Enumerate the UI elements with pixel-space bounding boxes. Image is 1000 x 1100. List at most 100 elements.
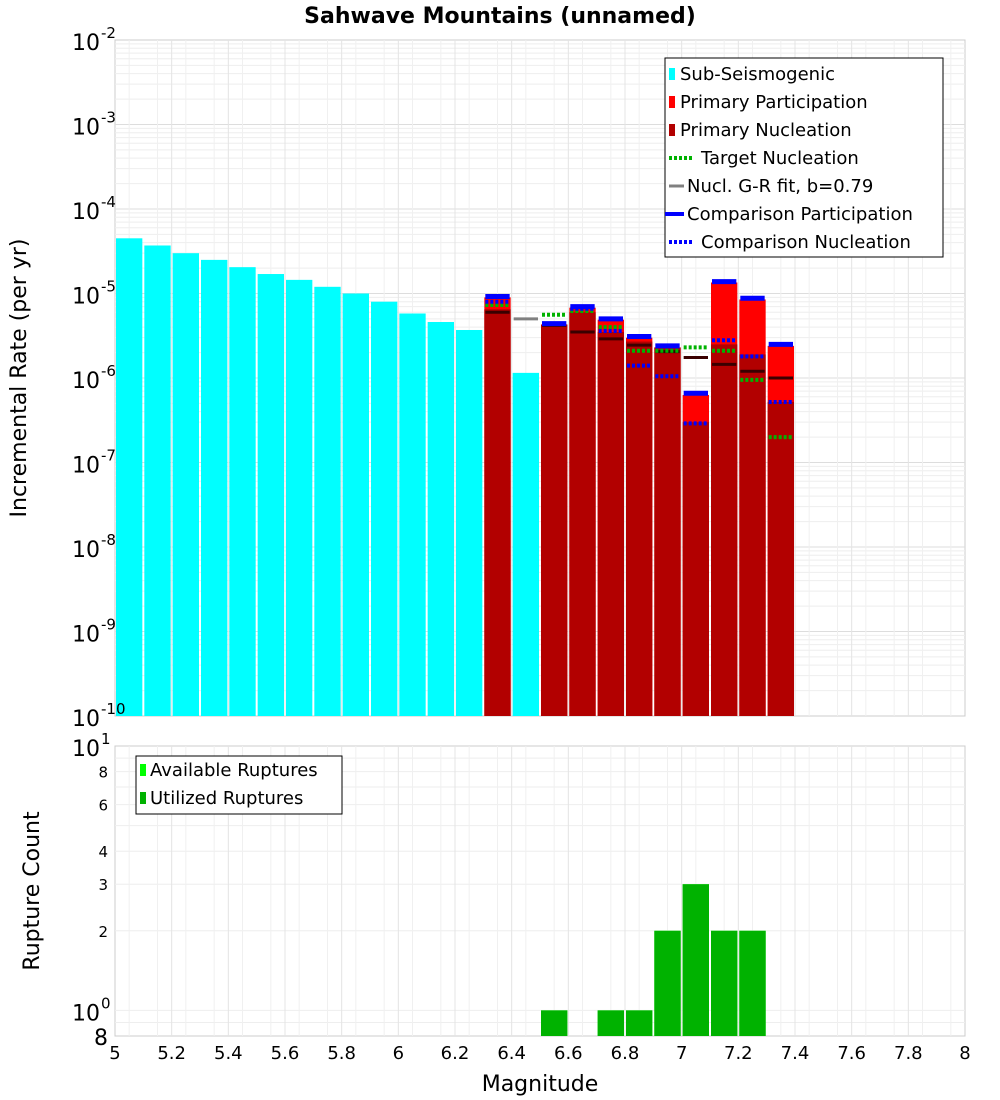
bar-utilized-ruptures (541, 1010, 568, 1036)
y-tick-label: 10 (72, 116, 100, 141)
bar-primary-nucleation (711, 344, 738, 716)
legend-swatch (140, 764, 146, 776)
y-tick-label: 10 (72, 369, 100, 394)
bar-utilized-ruptures (739, 930, 766, 1036)
y-tick-label: 2 (98, 923, 108, 941)
bar-sub-seismogenic (427, 321, 454, 716)
top-y-axis-label: Incremental Rate (per yr) (7, 239, 32, 518)
legend-box (664, 57, 944, 258)
legend-label: Available Ruptures (150, 760, 318, 781)
legend-label: Target Nucleation (700, 148, 859, 169)
bar-sub-seismogenic (512, 372, 539, 716)
bar-sub-seismogenic (314, 286, 341, 716)
y-tick-label: 10 (72, 285, 100, 310)
bar-primary-nucleation (682, 422, 709, 716)
bottom-y-axis-label: Rupture Count (20, 811, 45, 971)
y-tick-exponent: 1 (101, 730, 111, 748)
y-tick-exponent: -2 (101, 24, 116, 42)
bar-sub-seismogenic (201, 259, 228, 716)
bar-sub-seismogenic (229, 267, 256, 716)
legend-label: Nucl. G-R fit, b=0.79 (687, 176, 873, 197)
chart-title: Sahwave Mountains (unnamed) (304, 4, 696, 29)
bar-primary-nucleation (626, 341, 653, 716)
bar-sub-seismogenic (456, 329, 483, 716)
bottom-legend: Available Ruptures Utilized Ruptures (135, 755, 343, 815)
x-tick-label: 6.6 (554, 1043, 583, 1064)
y-tick-exponent: -4 (101, 193, 116, 211)
bottom-bars (541, 884, 766, 1036)
y-tick-label: 10 (72, 623, 100, 648)
y-tick-exponent: 0 (101, 994, 111, 1012)
top-markers (485, 279, 793, 440)
legend-label: Primary Participation (680, 92, 868, 113)
bar-utilized-ruptures (626, 1010, 653, 1036)
bar-sub-seismogenic (116, 238, 143, 717)
legend-label: Utilized Ruptures (150, 788, 303, 809)
legend-label: Comparison Participation (687, 204, 913, 225)
x-tick-label: 6 (393, 1043, 404, 1064)
x-tick-label: 5.4 (214, 1043, 243, 1064)
x-tick-label: 7.8 (894, 1043, 923, 1064)
bar-utilized-ruptures (682, 884, 709, 1036)
x-tick-label: 6.2 (441, 1043, 470, 1064)
legend-swatch (669, 68, 675, 80)
x-tick-label: 7.6 (837, 1043, 866, 1064)
x-tick-label: 6.4 (497, 1043, 526, 1064)
legend-box (135, 755, 343, 815)
bar-primary-nucleation (597, 332, 624, 716)
y-tick-exponent: -9 (101, 616, 116, 634)
x-tick-label: 7.2 (724, 1043, 753, 1064)
x-tick-label: 7 (676, 1043, 687, 1064)
bar-primary-nucleation (767, 401, 794, 716)
x-tick-label: 6.8 (611, 1043, 640, 1064)
x-tick-label: 5.8 (327, 1043, 356, 1064)
y-tick-label: 8 (98, 764, 108, 782)
legend-swatch (669, 124, 675, 136)
y-tick-label: 10 (72, 707, 100, 732)
y-tick-exponent: -6 (101, 362, 116, 380)
y-tick-exponent: -3 (101, 109, 116, 127)
x-axis-label: Magnitude (482, 1072, 599, 1097)
y-tick-label: 10 (72, 31, 100, 56)
bar-sub-seismogenic (371, 301, 398, 716)
y-tick-label: 6 (98, 797, 108, 815)
x-tick-labels: 5 5.2 5.4 5.6 5.8 6 6.2 6.4 6.6 6.8 7 7.2 7.4 7.6 7.8 8 (109, 1043, 970, 1064)
bar-utilized-ruptures (654, 930, 681, 1036)
bar-sub-seismogenic (257, 274, 284, 716)
legend-swatch (140, 792, 146, 804)
y-tick-exponent: -5 (101, 278, 116, 296)
y-tick-label: 10 (72, 200, 100, 225)
bar-sub-seismogenic (172, 253, 199, 716)
bar-sub-seismogenic (286, 279, 313, 716)
bar-primary-nucleation (541, 324, 568, 716)
legend-label: Primary Nucleation (680, 120, 852, 141)
y-tick-label: 10 (72, 1001, 100, 1026)
y-tick-exponent: -7 (101, 447, 116, 465)
top-legend: Sub-Seismogenic Primary Participation Prim… (664, 57, 944, 258)
bar-primary-nucleation (569, 312, 596, 716)
y-tick-label: 4 (98, 843, 108, 861)
x-tick-label: 5.6 (271, 1043, 300, 1064)
bar-utilized-ruptures (597, 1010, 624, 1036)
bar-primary-nucleation (484, 309, 511, 716)
x-tick-label: 5 (109, 1043, 120, 1064)
top-bars (116, 238, 794, 717)
y-tick-label: 10 (72, 454, 100, 479)
y-tick-label: 8 (94, 1026, 108, 1051)
y-tick-exponent: -10 (101, 700, 126, 718)
x-tick-label: 7.4 (781, 1043, 810, 1064)
y-tick-label: 10 (72, 538, 100, 563)
legend-label: Sub-Seismogenic (680, 64, 835, 85)
bar-sub-seismogenic (144, 245, 171, 717)
bar-sub-seismogenic (342, 293, 369, 716)
bar-primary-nucleation (654, 347, 681, 716)
bar-sub-seismogenic (399, 313, 426, 716)
x-tick-label: 5.2 (157, 1043, 186, 1064)
y-tick-label: 10 (72, 737, 100, 762)
x-tick-label: 8 (959, 1043, 970, 1064)
y-tick-label: 3 (98, 876, 108, 894)
legend-label: Comparison Nucleation (701, 232, 911, 253)
